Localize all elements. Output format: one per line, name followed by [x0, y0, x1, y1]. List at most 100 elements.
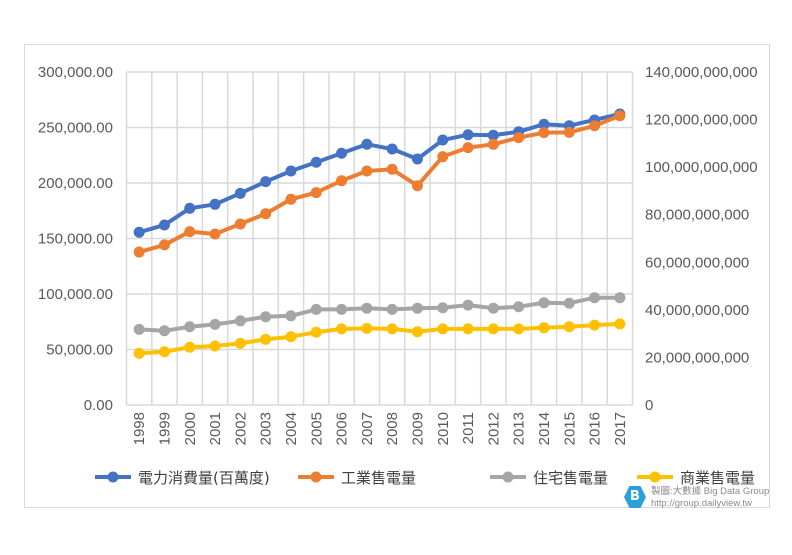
x-tick-label: 1999 [156, 412, 173, 445]
data-point [538, 127, 550, 139]
watermark-line1: 製圖:大數據 Big Data Group [651, 486, 770, 497]
data-point [614, 110, 626, 122]
y-tick-label-right: 100,000,000,000 [645, 159, 758, 176]
x-tick-label: 2002 [232, 412, 249, 445]
data-point [538, 118, 550, 130]
data-point [133, 323, 145, 335]
data-point [411, 302, 423, 314]
data-point [563, 321, 575, 333]
data-point [158, 219, 170, 231]
x-tick-label: 2006 [334, 412, 351, 445]
data-point [336, 303, 348, 315]
data-point [184, 202, 196, 214]
legend-marker [107, 471, 119, 483]
data-point [513, 323, 525, 335]
data-point [234, 337, 246, 349]
y-tick-label-left: 300,000.00 [38, 64, 113, 81]
data-point [589, 120, 601, 132]
data-point [336, 147, 348, 159]
data-point [462, 323, 474, 335]
data-point [411, 153, 423, 165]
y-tick-label-left: 50,000.00 [46, 342, 113, 359]
data-point [336, 323, 348, 335]
y-tick-label-right: 20,000,000,000 [645, 349, 749, 366]
data-point [589, 319, 601, 331]
data-point [285, 193, 297, 205]
data-point [462, 142, 474, 154]
y-tick-label-left: 200,000.00 [38, 175, 113, 192]
legend-marker [649, 471, 661, 483]
data-point [310, 156, 322, 168]
data-point [614, 318, 626, 330]
data-point [411, 180, 423, 192]
data-point [513, 301, 525, 313]
x-tick-label: 2009 [409, 412, 426, 445]
y-tick-label-right: 80,000,000,000 [645, 207, 749, 224]
data-point [487, 129, 499, 141]
data-point [386, 323, 398, 335]
chart-frame [24, 44, 770, 508]
data-point [361, 322, 373, 334]
big-data-logo-icon: B [624, 486, 646, 508]
legend-label: 商業售電量 [680, 469, 755, 487]
data-point [184, 321, 196, 333]
x-tick-label: 2016 [587, 412, 604, 445]
data-point [209, 318, 221, 330]
data-point [462, 299, 474, 311]
y-tick-label-left: 250,000.00 [38, 120, 113, 137]
data-point [260, 208, 272, 220]
data-point [133, 347, 145, 359]
x-tick-label: 2010 [435, 412, 452, 445]
data-point [538, 297, 550, 309]
legend-label: 工業售電量 [341, 469, 416, 487]
legend-label: 電力消費量(百萬度) [138, 469, 270, 487]
x-tick-label: 1998 [131, 412, 148, 445]
data-point [513, 132, 525, 144]
data-point [184, 341, 196, 353]
data-point [437, 151, 449, 163]
legend-label: 住宅售電量 [533, 469, 608, 487]
data-point [285, 165, 297, 177]
x-tick-label: 2008 [384, 412, 401, 445]
y-tick-label-left: 100,000.00 [38, 286, 113, 303]
data-point [184, 226, 196, 238]
x-tick-label: 2011 [460, 412, 477, 444]
y-tick-label-right: 40,000,000,000 [645, 302, 749, 319]
legend-marker [310, 471, 322, 483]
y-tick-label-right: 120,000,000,000 [645, 112, 758, 129]
data-point [260, 333, 272, 345]
data-point [260, 176, 272, 188]
data-point [462, 129, 474, 141]
data-point [133, 246, 145, 258]
data-point [538, 322, 550, 334]
data-point [361, 165, 373, 177]
data-point [285, 310, 297, 322]
x-tick-label: 2015 [561, 412, 578, 445]
data-point [209, 340, 221, 352]
watermark-line2: http://group.dailyview.tw [651, 498, 752, 509]
data-point [209, 198, 221, 210]
x-tick-label: 2005 [308, 412, 325, 445]
data-point [411, 326, 423, 338]
y-tick-label-right: 0 [645, 397, 653, 414]
data-point [336, 175, 348, 187]
x-tick-label: 2004 [283, 412, 300, 445]
data-point [158, 346, 170, 358]
data-point [386, 143, 398, 155]
data-point [285, 331, 297, 343]
data-point [563, 126, 575, 138]
x-tick-label: 2000 [182, 412, 199, 445]
data-point [133, 226, 145, 238]
data-point [361, 138, 373, 150]
x-tick-label: 2003 [258, 412, 275, 445]
data-point [158, 239, 170, 251]
y-tick-label-left: 150,000.00 [38, 231, 113, 248]
data-point [234, 218, 246, 230]
data-point [234, 315, 246, 327]
data-point [487, 138, 499, 150]
data-point [437, 323, 449, 335]
y-tick-label-right: 140,000,000,000 [645, 64, 758, 81]
data-point [437, 134, 449, 146]
data-point [437, 302, 449, 314]
